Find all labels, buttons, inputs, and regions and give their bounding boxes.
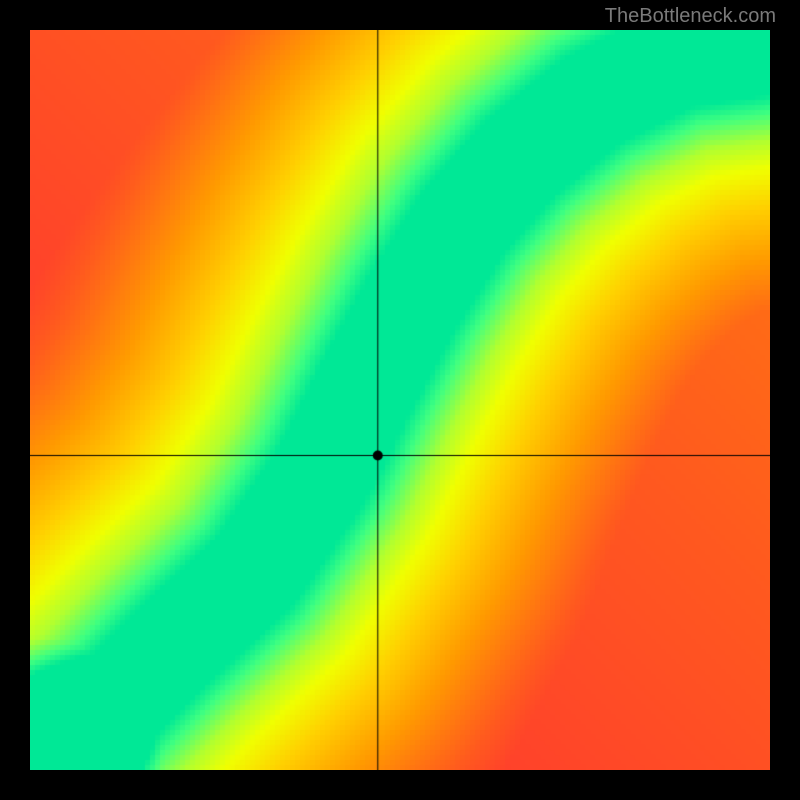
watermark-text: TheBottleneck.com (605, 5, 776, 28)
heatmap-canvas (30, 30, 770, 770)
heatmap-plot (30, 30, 770, 770)
